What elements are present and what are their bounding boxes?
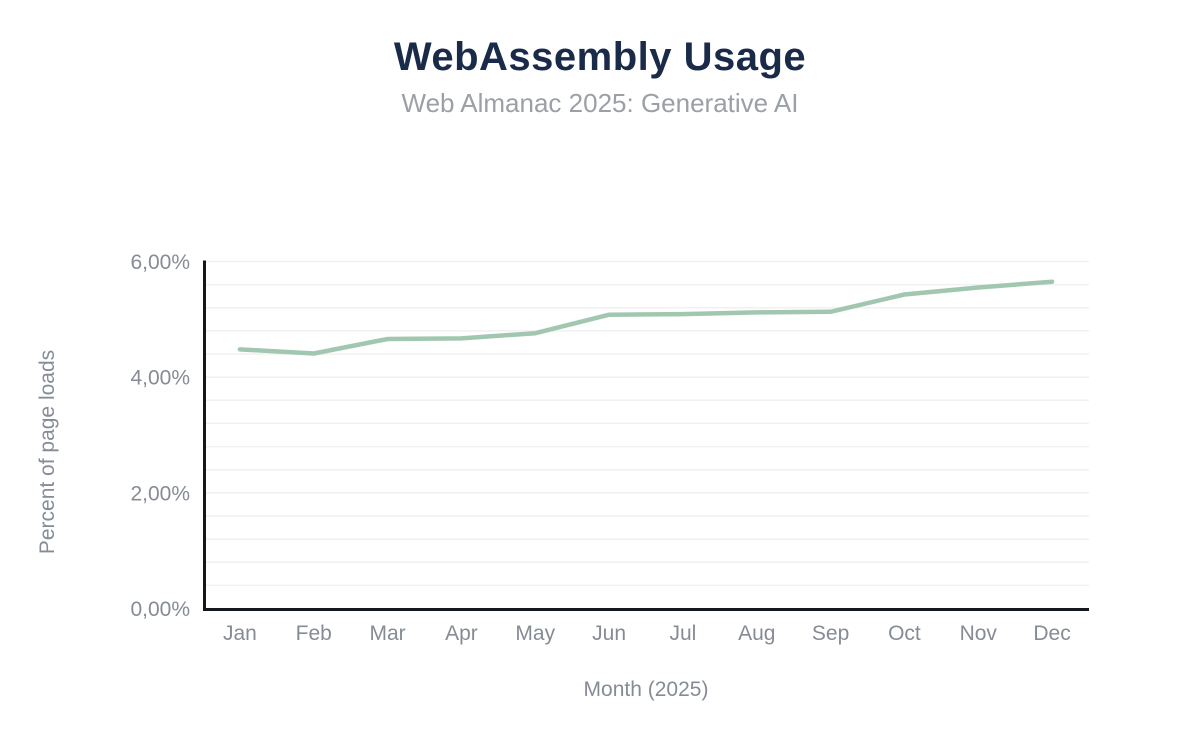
x-tick-label: Aug	[738, 622, 775, 645]
y-tick-label: 0,00%	[130, 598, 190, 621]
chart-subtitle: Web Almanac 2025: Generative AI	[401, 88, 799, 118]
x-tick-label: Feb	[296, 622, 332, 645]
x-tick-label: Jul	[669, 622, 696, 645]
x-tick-label: Nov	[960, 622, 998, 645]
x-tick-label: Oct	[888, 622, 921, 645]
x-tick-label: Jan	[223, 622, 257, 645]
x-tick-label: Sep	[812, 622, 849, 645]
y-tick-label: 6,00%	[130, 251, 190, 274]
x-tick-label: Jun	[592, 622, 626, 645]
series-line	[237, 279, 1055, 356]
y-tick-label: 4,00%	[130, 367, 190, 390]
x-tick-label: Mar	[369, 622, 405, 645]
y-tick-label: 2,00%	[130, 482, 190, 505]
x-axis-title: Month (2025)	[583, 678, 709, 701]
chart-title: WebAssembly Usage	[393, 35, 807, 79]
x-tick-label: Apr	[445, 622, 478, 645]
x-tick-label: May	[515, 622, 555, 645]
x-tick-label: Dec	[1033, 622, 1070, 645]
